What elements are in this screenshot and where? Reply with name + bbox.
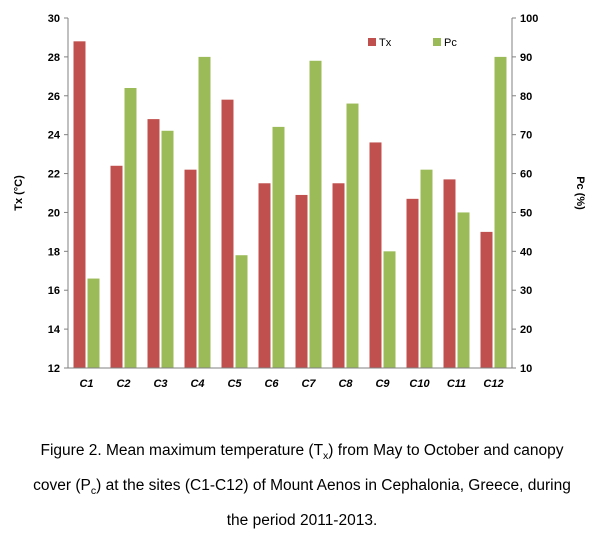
bar-tx-c7 xyxy=(295,194,308,368)
left-tick-label: 26 xyxy=(48,91,60,103)
bar-tx-c6 xyxy=(258,183,271,368)
left-tick-label: 22 xyxy=(48,169,60,181)
bar-tx-c3 xyxy=(147,119,160,368)
x-tick-label: C7 xyxy=(301,378,316,390)
legend-label-pc: Pc xyxy=(444,37,457,49)
left-tick-label: 28 xyxy=(48,52,60,64)
x-tick-label: C9 xyxy=(375,378,390,390)
figure-caption: Figure 2. Mean maximum temperature (Tx) … xyxy=(0,436,604,536)
bar-tx-c4 xyxy=(184,169,197,368)
caption-text: ) from May to October and canopy xyxy=(328,442,564,459)
right-tick-label: 70 xyxy=(520,130,532,142)
bar-tx-c12 xyxy=(480,231,493,368)
left-ticks: 12 14 16 18 20 22 24 26 28 30 xyxy=(48,13,68,375)
right-tick-label: 30 xyxy=(520,285,532,297)
bar-tx-c1 xyxy=(73,41,86,368)
x-tick-label: C3 xyxy=(153,378,167,390)
bar-pc-c4 xyxy=(198,56,211,369)
right-tick-label: 90 xyxy=(520,52,532,64)
right-tick-label: 40 xyxy=(520,246,532,258)
caption-sub: c xyxy=(90,485,97,498)
y-axis-right-label: Pc (%) xyxy=(574,176,586,210)
bar-tx-c8 xyxy=(332,183,345,368)
bar-pc-c10 xyxy=(420,169,433,368)
caption-text: Figure 2. Mean maximum temperature (T xyxy=(40,442,324,459)
legend: Tx Pc xyxy=(368,37,457,49)
legend-swatch-tx xyxy=(368,38,376,46)
bar-pc-c12 xyxy=(494,56,507,369)
right-tick-label: 10 xyxy=(520,363,532,375)
x-tick-label: C8 xyxy=(338,378,353,390)
bar-pc-c5 xyxy=(235,255,248,368)
x-tick-label: C2 xyxy=(116,378,130,390)
x-ticks: C1 C2 C3 C4 C5 C6 C7 C8 C9 C10 C11 C12 xyxy=(79,378,503,390)
bar-pc-c9 xyxy=(383,251,396,368)
caption-line-3: the period 2011-2013. xyxy=(226,512,378,530)
left-tick-label: 20 xyxy=(48,207,60,219)
caption-text: cover (P xyxy=(33,477,91,495)
left-tick-label: 24 xyxy=(48,130,61,142)
bar-pc-c6 xyxy=(272,126,285,368)
caption-sub: x xyxy=(323,450,329,463)
caption-text: ) at the sites (C1-C12) of Mount Aenos i… xyxy=(96,477,571,495)
legend-swatch-pc xyxy=(433,38,441,46)
left-tick-label: 12 xyxy=(48,363,60,375)
x-tick-label: C4 xyxy=(190,378,204,390)
x-tick-label: C1 xyxy=(79,378,93,390)
bar-tx-c10 xyxy=(406,198,419,368)
x-tick-label: C10 xyxy=(409,378,430,390)
x-tick-label: C11 xyxy=(447,378,466,390)
bars-layer xyxy=(73,41,507,369)
bar-pc-c2 xyxy=(124,88,137,368)
bar-pc-c1 xyxy=(87,278,100,368)
right-tick-label: 60 xyxy=(520,169,532,181)
bar-tx-c2 xyxy=(110,165,123,368)
caption-line-2: cover (Pc) at the sites (C1-C12) of Moun… xyxy=(0,471,604,506)
bar-tx-c11 xyxy=(443,179,456,368)
right-tick-label: 100 xyxy=(520,13,538,25)
legend-label-tx: Tx xyxy=(379,37,392,49)
left-tick-label: 16 xyxy=(48,285,60,297)
x-tick-label: C5 xyxy=(227,378,242,390)
bar-tx-c5 xyxy=(221,99,234,369)
bar-tx-c9 xyxy=(369,142,382,368)
left-tick-label: 30 xyxy=(48,13,60,25)
left-tick-label: 18 xyxy=(48,246,60,258)
x-tick-label: C12 xyxy=(483,378,503,390)
x-tick-label: C6 xyxy=(264,378,279,390)
right-ticks: 10 20 30 40 50 60 70 80 90 100 xyxy=(512,13,538,375)
caption-line-1: Figure 2. Mean maximum temperature (Tx) … xyxy=(0,436,604,471)
bar-pc-c8 xyxy=(346,103,359,369)
bar-pc-c11 xyxy=(457,212,470,368)
right-tick-label: 20 xyxy=(520,324,532,336)
bar-pc-c7 xyxy=(309,60,322,369)
bar-pc-c3 xyxy=(161,130,174,368)
right-tick-label: 50 xyxy=(520,207,532,219)
y-axis-left-label: Tx (°C) xyxy=(13,175,25,211)
left-tick-label: 14 xyxy=(48,324,61,336)
right-tick-label: 80 xyxy=(520,91,532,103)
